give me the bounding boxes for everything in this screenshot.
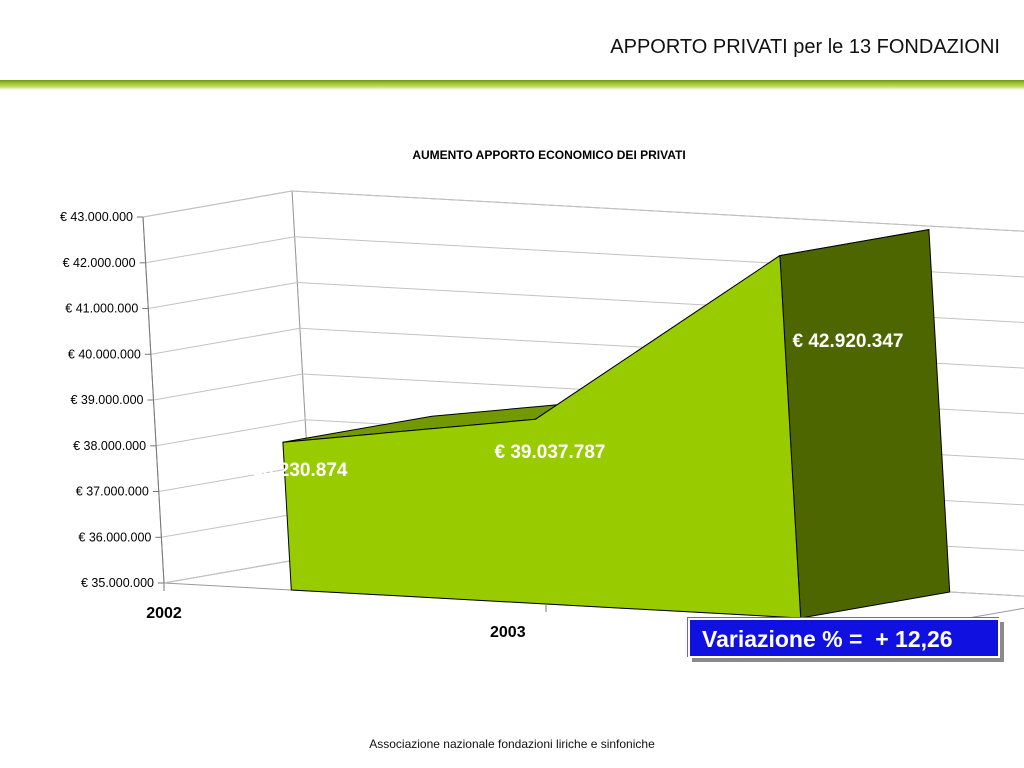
variation-box: Variazione % = + 12,26 <box>688 618 1000 658</box>
y-tick-label: € 38.000.000 <box>73 439 146 453</box>
chart-title: AUMENTO APPORTO ECONOMICO DEI PRIVATI <box>412 148 685 162</box>
data-label: € 38.230.874 <box>237 460 348 481</box>
y-tick-label: € 41.000.000 <box>65 302 138 316</box>
data-label: € 39.037.787 <box>495 442 606 463</box>
area-series <box>282 229 951 619</box>
y-tick-label: € 43.000.000 <box>60 210 133 224</box>
y-axis-line <box>142 216 165 584</box>
data-labels: € 38.230.874 € 39.037.787 € 42.920.347 <box>237 331 904 481</box>
y-tick-label: € 35.000.000 <box>81 576 154 590</box>
y-tick-label: € 36.000.000 <box>78 530 151 544</box>
y-tick-label: € 40.000.000 <box>68 347 141 361</box>
slide-title: APPORTO PRIVATI per le 13 FONDAZIONI <box>610 36 1000 58</box>
area-side-face <box>779 229 951 619</box>
y-tick-label: € 37.000.000 <box>76 485 149 499</box>
data-label: € 42.920.347 <box>793 331 904 352</box>
y-tick-label: € 39.000.000 <box>71 393 144 407</box>
x-tick-label: 2003 <box>490 624 526 641</box>
y-tick-label: € 42.000.000 <box>63 256 136 270</box>
title-divider <box>0 80 1024 90</box>
gridline <box>142 190 1024 232</box>
x-tick-label: 2002 <box>146 605 182 622</box>
footer-text: Associazione nazionale fondazioni lirich… <box>369 737 655 751</box>
area-front-face <box>282 255 802 619</box>
y-axis: € 35.000.000 € 36.000.000 € 37.000.000 € 38… <box>60 210 165 590</box>
